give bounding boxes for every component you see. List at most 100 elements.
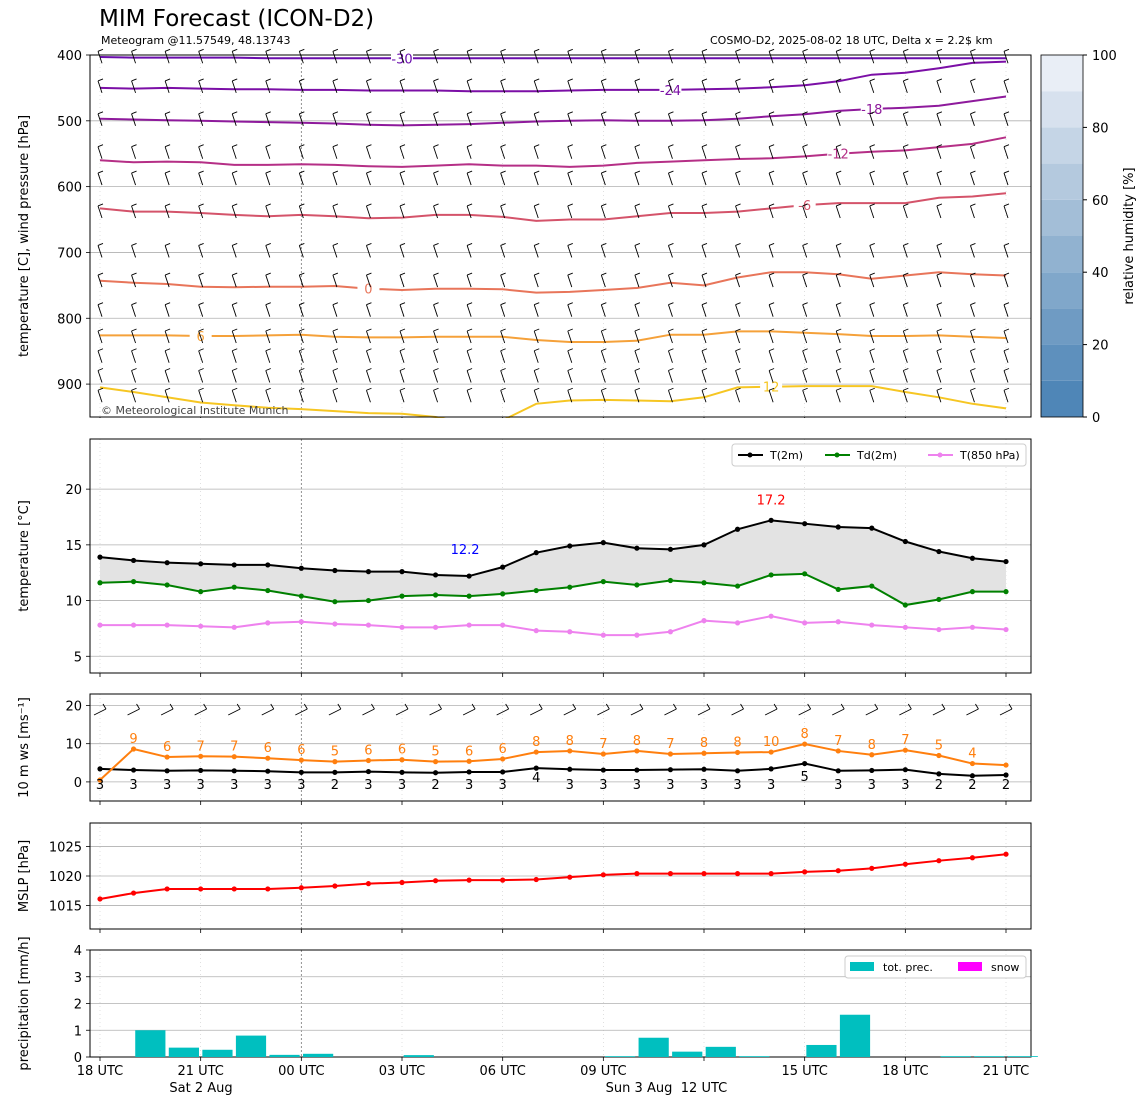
wind-barb xyxy=(600,243,607,258)
data-point xyxy=(768,871,774,877)
temperature-panel-ylabel: temperature [°C] xyxy=(17,500,32,612)
wind-barb xyxy=(1003,243,1010,258)
surface-wind-barb xyxy=(563,703,577,716)
wind-barb xyxy=(1003,348,1010,363)
gust-label: 6 xyxy=(264,741,272,756)
wind-barb xyxy=(97,203,104,219)
mean-wind-label: 2 xyxy=(331,778,339,793)
y-tick-label: 800 xyxy=(57,312,82,327)
wind-barb xyxy=(466,328,473,344)
data-point xyxy=(701,618,707,624)
isotherm-label: -18 xyxy=(861,103,882,118)
wind-barb xyxy=(701,48,708,64)
data-point xyxy=(768,749,774,755)
data-point xyxy=(567,629,573,635)
wind-barb xyxy=(298,328,305,344)
precip-bar xyxy=(940,1056,971,1057)
gust-label: 9 xyxy=(129,732,137,747)
wind-barb xyxy=(366,243,372,258)
wind-barb xyxy=(433,348,439,363)
data-point xyxy=(936,858,942,864)
data-point xyxy=(835,868,841,874)
data-point xyxy=(701,580,707,586)
precip-bar xyxy=(303,1053,334,1057)
wind-barb xyxy=(835,78,842,94)
data-point xyxy=(969,773,976,779)
data-point xyxy=(600,632,606,638)
wind-barb xyxy=(701,203,708,219)
wind-barb xyxy=(231,243,238,258)
data-point xyxy=(936,596,942,603)
precip-bar xyxy=(672,1051,703,1057)
wind-barb xyxy=(936,203,943,219)
data-point xyxy=(1003,589,1009,595)
wind-barb xyxy=(332,144,339,159)
wind-barb xyxy=(500,48,506,64)
wind-barb xyxy=(668,368,674,383)
gust-label: 6 xyxy=(499,742,507,757)
y-tick-label: 0 xyxy=(74,776,82,791)
wind-barb xyxy=(198,387,204,403)
wind-barb xyxy=(802,144,808,159)
mean-wind-label: 3 xyxy=(633,778,641,793)
series-line xyxy=(100,615,1007,637)
wind-barb xyxy=(600,78,607,94)
wind-barb xyxy=(735,203,741,219)
wind-barb xyxy=(567,387,573,403)
colorbar-band xyxy=(1041,308,1083,345)
wind-barb xyxy=(936,111,943,126)
gust-label: 7 xyxy=(834,734,842,749)
wind-barb xyxy=(1003,111,1010,126)
wind-barb xyxy=(332,348,339,363)
wind-barb xyxy=(500,272,506,288)
data-point xyxy=(802,620,808,626)
wind-barb xyxy=(835,387,842,403)
wind-barb xyxy=(500,111,506,126)
wind-barb xyxy=(634,170,641,186)
wind-barb xyxy=(634,272,641,288)
surface-wind-barb xyxy=(999,703,1013,716)
wind-barb xyxy=(164,348,171,363)
wind-barb xyxy=(600,302,607,317)
wind-barb xyxy=(869,368,875,383)
y-tick-label: 1015 xyxy=(49,899,82,914)
wind-barb xyxy=(500,243,506,258)
wind-barb xyxy=(1003,272,1010,288)
wind-barb xyxy=(164,368,171,383)
wind-barb xyxy=(936,368,943,383)
wind-barb xyxy=(500,78,506,94)
wind-barb xyxy=(399,48,406,64)
wind-barb xyxy=(298,243,305,258)
wind-barb xyxy=(869,348,875,363)
wind-barb xyxy=(668,243,674,258)
mean-wind-label: 3 xyxy=(733,778,741,793)
colorbar-tick-label: 80 xyxy=(1092,121,1109,136)
isotherm-line xyxy=(99,136,1007,168)
data-point xyxy=(432,592,439,598)
data-point xyxy=(533,765,539,771)
legend-label: T(850 hPa) xyxy=(959,449,1020,462)
data-point xyxy=(734,749,741,756)
wind-barb xyxy=(902,387,909,403)
data-point xyxy=(231,886,237,892)
surface-wind-barb xyxy=(429,703,442,716)
wind-barb xyxy=(835,243,842,258)
data-point xyxy=(466,622,472,628)
surface-wind-barb xyxy=(462,703,476,716)
data-point xyxy=(902,861,908,867)
wind-barb xyxy=(735,48,741,64)
wind-barb xyxy=(668,144,674,159)
wind-barb xyxy=(701,78,708,94)
wind-barb xyxy=(936,272,943,288)
wind-barb xyxy=(433,328,439,344)
data-point xyxy=(533,749,539,755)
surface-wind-barb xyxy=(395,703,409,716)
data-point xyxy=(298,885,304,891)
y-tick-label: 1 xyxy=(74,1024,82,1039)
wind-barb xyxy=(231,48,238,64)
legend-marker xyxy=(747,452,753,458)
wind-barb xyxy=(131,203,137,219)
wind-barb xyxy=(164,170,171,186)
wind-barb xyxy=(533,144,540,159)
data-point xyxy=(1003,851,1009,857)
